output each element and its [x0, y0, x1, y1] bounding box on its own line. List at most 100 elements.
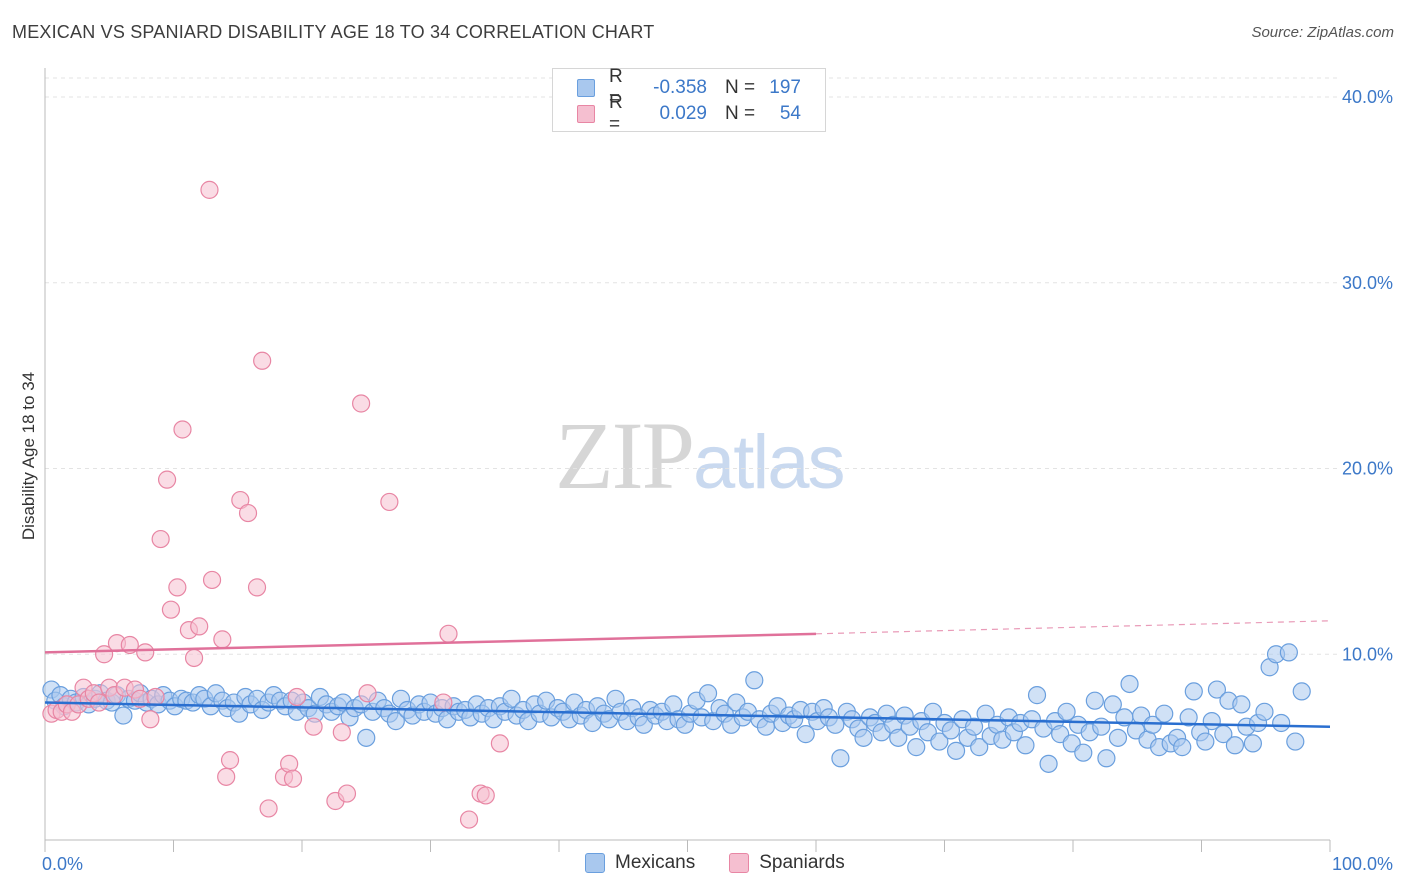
point-mexicans [1097, 749, 1116, 768]
point-spaniards [146, 687, 165, 707]
series-label-mexicans: Mexicans [615, 852, 696, 873]
point-spaniards [202, 570, 222, 590]
legend-n-label: N = [725, 77, 756, 98]
legend-swatch-spaniards [577, 105, 595, 123]
legend-swatch-mexicans [577, 79, 595, 97]
point-spaniards [304, 717, 323, 736]
point-mexicans [1057, 702, 1076, 721]
point-mexicans [1108, 728, 1128, 747]
point-spaniards [151, 529, 170, 549]
legend-r-value: -0.358 [653, 77, 707, 98]
point-mexicans [1039, 754, 1058, 773]
x-tick-labels: 0.0% 100.0% [42, 854, 1393, 874]
point-spaniards [213, 630, 232, 649]
point-spaniards [217, 767, 236, 786]
point-spaniards [337, 784, 357, 803]
point-spaniards [247, 578, 267, 597]
point-spaniards [200, 180, 219, 199]
point-spaniards [380, 492, 399, 512]
point-mexicans [357, 728, 376, 747]
point-spaniards [253, 351, 272, 370]
point-mexicans [946, 741, 966, 760]
point-spaniards [184, 648, 204, 668]
data-points [42, 180, 1311, 829]
legend-row-spaniards: R = 0.029 N = 54 [577, 92, 801, 135]
series-swatch-mexicans [585, 853, 605, 873]
point-mexicans [1143, 715, 1162, 734]
y-tick-label: 30.0% [1342, 273, 1393, 293]
x-tick-label-min: 0.0% [42, 854, 83, 874]
series-legend: Mexicans Spaniards [585, 852, 879, 874]
point-mexicans [745, 671, 764, 690]
point-mexicans [502, 689, 521, 708]
point-mexicans [976, 704, 995, 723]
point-mexicans [1255, 702, 1274, 721]
point-mexicans [698, 684, 718, 703]
point-mexicans [831, 749, 850, 768]
point-mexicans [1184, 682, 1203, 701]
point-spaniards [161, 600, 181, 619]
point-mexicans [1232, 695, 1251, 714]
trend-line-spaniards [44, 632, 817, 654]
point-mexicans [1196, 732, 1215, 751]
point-spaniards [259, 799, 278, 818]
point-mexicans [1092, 717, 1111, 736]
chart-title: MEXICAN VS SPANIARD DISABILITY AGE 18 TO… [12, 22, 655, 42]
series-swatch-spaniards [729, 853, 750, 873]
legend-n-value: 197 [769, 77, 801, 98]
y-tick-label: 40.0% [1342, 87, 1393, 107]
point-mexicans [941, 721, 961, 740]
point-spaniards [141, 710, 160, 729]
point-spaniards [287, 687, 306, 707]
point-spaniards [136, 643, 155, 662]
point-spaniards [434, 693, 453, 712]
point-mexicans [796, 725, 815, 744]
chart-source: Source: ZipAtlas.com [1251, 24, 1394, 41]
point-spaniards [220, 751, 240, 770]
point-mexicans [1085, 691, 1104, 710]
watermark-atlas: atlas [693, 420, 846, 505]
point-spaniards [490, 734, 509, 753]
point-mexicans [1016, 736, 1035, 755]
point-mexicans [1120, 674, 1139, 694]
point-spaniards [238, 503, 258, 523]
trend-extension-spaniards [815, 620, 1331, 635]
point-mexicans [1207, 680, 1227, 699]
x-tick-label-max: 100.0% [1332, 854, 1393, 874]
legend-r-value: 0.029 [659, 103, 707, 124]
point-spaniards [283, 769, 303, 788]
point-spaniards [476, 786, 495, 805]
point-spaniards [459, 810, 479, 829]
point-spaniards [190, 617, 209, 636]
series-spaniards [42, 180, 509, 829]
point-mexicans [889, 728, 908, 747]
point-spaniards [439, 624, 458, 643]
point-mexicans [970, 738, 989, 757]
point-mexicans [386, 712, 405, 731]
point-mexicans [1074, 743, 1093, 762]
point-mexicans [1173, 738, 1192, 757]
point-spaniards [173, 420, 192, 439]
point-mexicans [1286, 732, 1305, 751]
point-spaniards [280, 754, 299, 773]
point-mexicans [1155, 704, 1174, 723]
point-spaniards [168, 578, 187, 597]
point-spaniards [358, 684, 377, 703]
point-mexicans [1243, 734, 1263, 753]
point-spaniards [332, 723, 351, 742]
point-mexicans [1272, 713, 1291, 733]
y-axis-label: Disability Age 18 to 34 [19, 372, 38, 540]
trend-lines [44, 620, 1331, 728]
y-tick-labels: 10.0% 20.0% 30.0% 40.0% [1342, 87, 1393, 664]
point-mexicans [1103, 695, 1122, 714]
trend-line-mexicans [44, 701, 1331, 728]
point-spaniards [352, 394, 371, 413]
watermark-zip: ZIP [555, 402, 695, 509]
point-mexicans [1292, 682, 1311, 701]
point-mexicans [1179, 708, 1198, 727]
point-mexicans [907, 738, 926, 757]
point-mexicans [1225, 736, 1245, 755]
series-legend-spaniards: Spaniards [729, 852, 845, 874]
point-mexicans [964, 717, 984, 736]
